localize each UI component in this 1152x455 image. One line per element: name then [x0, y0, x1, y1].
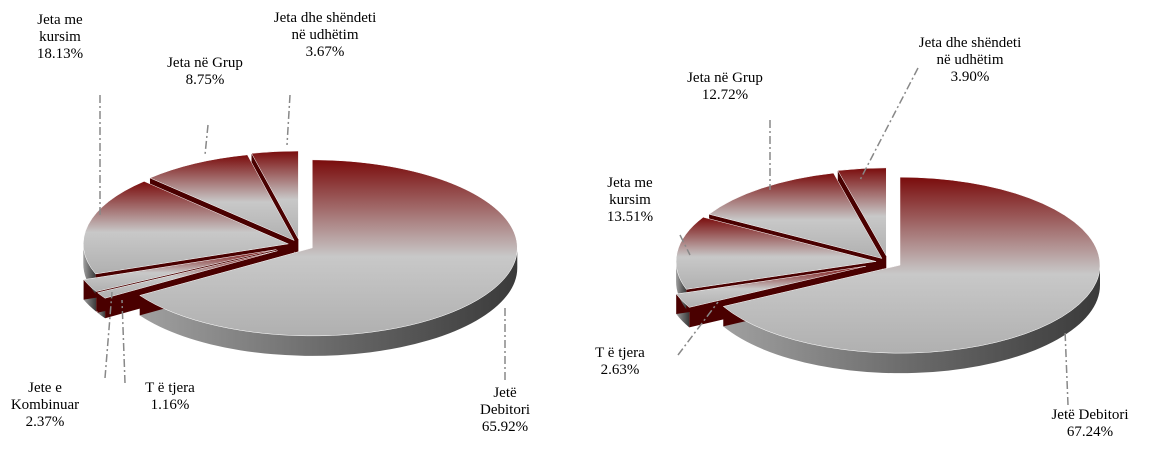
slice	[837, 167, 887, 257]
category-label: T ë tjera	[145, 380, 195, 396]
slice-label: Jete e Kombinuar 2.37%	[5, 380, 85, 431]
category-label: Jeta në Grup	[687, 70, 763, 86]
slice	[96, 250, 278, 299]
value-label: 2.63%	[600, 362, 640, 378]
slice	[251, 150, 299, 240]
slice	[708, 172, 883, 259]
pie-tops	[675, 167, 1101, 354]
slice-side	[139, 247, 518, 356]
value-label: 18.13%	[36, 46, 84, 62]
value-label: 3.90%	[950, 69, 990, 85]
slice	[149, 154, 295, 242]
value-label: 67.24%	[1066, 424, 1114, 440]
slice	[139, 159, 518, 337]
value-label: 65.92%	[481, 419, 529, 435]
pie	[675, 167, 1101, 374]
pie-tops	[83, 150, 518, 337]
slice-label: Jeta me kursim 13.51%	[590, 175, 670, 226]
leader-line	[679, 234, 691, 256]
category-label: Jetë Debitori	[1051, 407, 1129, 423]
category-label: Jeta dhe shëndeti në udhëtim	[918, 35, 1022, 68]
leader-line	[204, 124, 209, 156]
value-label: 3.67%	[305, 44, 345, 60]
value-label: 1.16%	[150, 397, 190, 413]
leader-line	[677, 301, 719, 356]
leader-line	[1064, 329, 1069, 406]
value-label: 2.37%	[25, 414, 65, 430]
leader-line	[859, 67, 919, 181]
slice	[675, 265, 866, 308]
category-label: Jeta me kursim	[607, 175, 653, 208]
slice-label: T ë tjera 2.63%	[580, 345, 660, 379]
category-label: Jete e Kombinuar	[10, 380, 80, 413]
slice	[83, 249, 277, 292]
slice-label: Jeta dhe shëndeti në udhëtim 3.90%	[915, 35, 1025, 86]
value-label: 8.75%	[185, 72, 225, 88]
slice-label: Jetë Debitori 67.24%	[1030, 407, 1150, 441]
value-label: 12.72%	[701, 87, 749, 103]
leader-line	[104, 291, 113, 379]
category-label: Jeta me kursim	[37, 12, 83, 45]
value-label: 13.51%	[606, 209, 654, 225]
category-label: T ë tjera	[595, 345, 645, 361]
slice-label: Jetë Debitori 65.92%	[470, 385, 540, 436]
category-label: Jetë Debitori	[480, 385, 530, 418]
slice	[722, 176, 1101, 354]
leader-line	[121, 299, 126, 384]
slice-label: Jeta dhe shëndeti në udhëtim 3.67%	[270, 10, 380, 61]
slice	[83, 181, 290, 275]
slice	[675, 216, 877, 290]
slice-label: T ë tjera 1.16%	[140, 380, 200, 414]
slice-label: Jeta me kursim 18.13%	[20, 12, 100, 63]
pie	[83, 150, 518, 356]
slice-label: Jeta në Grup 12.72%	[670, 70, 780, 104]
category-label: Jeta dhe shëndeti në udhëtim	[273, 10, 377, 43]
slice-side	[723, 265, 1100, 374]
category-label: Jeta në Grup	[167, 55, 243, 71]
slice-label: Jeta në Grup 8.75%	[155, 55, 255, 89]
leader-line	[286, 94, 291, 146]
